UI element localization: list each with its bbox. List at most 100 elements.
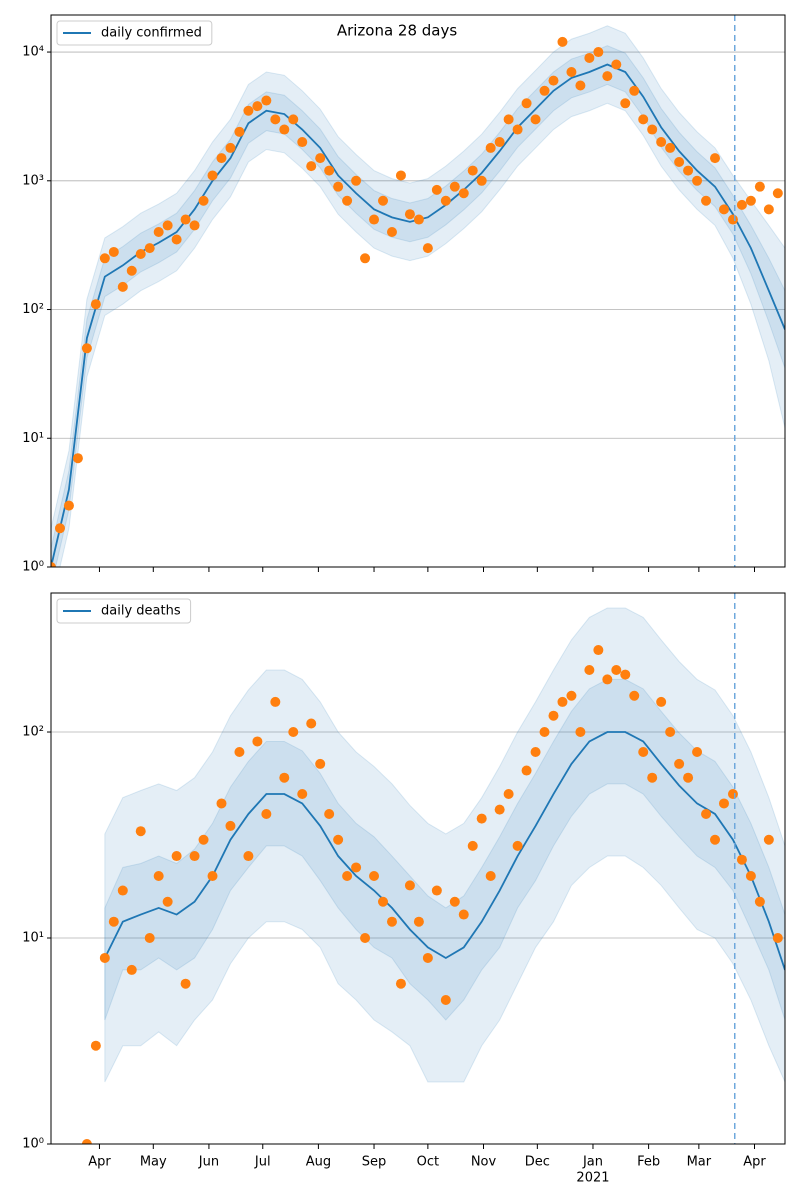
scatter-point (333, 181, 344, 192)
scatter-point (252, 736, 263, 747)
line (104, 731, 785, 971)
scatter-point (467, 840, 478, 851)
scatter-point (593, 645, 604, 656)
scatter-point (117, 281, 128, 292)
scatter-point (162, 220, 173, 231)
scatter-point (638, 746, 649, 757)
scatter-point (710, 834, 721, 845)
scatter-point (243, 105, 254, 116)
scatter-point (225, 820, 236, 831)
scatter-point (243, 851, 254, 862)
scatter-point (674, 758, 685, 769)
scatter-point (180, 978, 191, 989)
scatter-point (422, 243, 433, 254)
x-tick-label: Sep (362, 1155, 387, 1170)
scatter-point (395, 978, 406, 989)
y-tick-label: 10⁴ (22, 45, 44, 60)
scatter-point (718, 204, 729, 215)
scatter-point (674, 156, 685, 167)
scatter-point (647, 772, 658, 783)
scatter-point (225, 142, 236, 153)
scatter-point (548, 710, 559, 721)
scatter-point (422, 952, 433, 963)
scatter-point (126, 964, 137, 975)
legend-label: daily confirmed (101, 26, 202, 41)
scatter-point (467, 165, 478, 176)
scatter-point (772, 188, 783, 199)
x-tick-label: Dec (525, 1155, 550, 1170)
scatter-point (727, 214, 738, 225)
scatter-point (270, 696, 281, 707)
chart-title: Arizona 28 days (337, 22, 458, 40)
x-tick-label: Jul (254, 1155, 271, 1170)
scatter-point (440, 195, 451, 206)
scatter-point (395, 170, 406, 181)
x-tick-label: Apr (88, 1155, 111, 1170)
scatter-point (503, 114, 514, 125)
scatter-point (683, 772, 694, 783)
x-tick-label: Feb (637, 1155, 660, 1170)
scatter-point (656, 137, 667, 148)
scatter-point (234, 126, 245, 137)
scatter-point (476, 175, 487, 186)
plot-area (51, 25, 785, 567)
scatter-point (72, 453, 83, 464)
scatter-point (189, 220, 200, 231)
scatter-point (324, 808, 335, 819)
scatter-point (386, 916, 397, 927)
scatter-point (476, 813, 487, 824)
scatter-point (629, 690, 640, 701)
x-tick-label: May (140, 1155, 167, 1170)
scatter-point (485, 142, 496, 153)
scatter-point (279, 772, 290, 783)
scatter-point (458, 909, 469, 920)
scatter-point (360, 253, 371, 264)
scatter-point (718, 798, 729, 809)
scatter-point (665, 142, 676, 153)
scatter-point (736, 199, 747, 210)
scatter-point (99, 253, 110, 264)
scatter-point (386, 227, 397, 238)
scatter-point (360, 933, 371, 944)
scatter-point (351, 862, 362, 873)
scatter-point (180, 214, 191, 225)
scatter-point (270, 114, 281, 125)
scatter-point (404, 880, 415, 891)
scatter-point (683, 165, 694, 176)
scatter-point (584, 52, 595, 63)
scatter-point (117, 885, 128, 896)
scatter-point (216, 798, 227, 809)
y-tick-label: 10¹ (22, 431, 44, 446)
scatter-point (378, 896, 389, 907)
scatter-point (126, 265, 137, 276)
scatter-point (575, 80, 586, 91)
scatter-point (638, 114, 649, 125)
scatter-point (324, 165, 335, 176)
plot-area (81, 607, 785, 1144)
scatter-point (342, 870, 353, 881)
legend-box (56, 20, 213, 46)
scatter-point (54, 523, 65, 534)
scatter-point (763, 834, 774, 845)
scatter-point (710, 153, 721, 164)
scatter-point (108, 246, 119, 257)
scatter-point (288, 727, 299, 738)
scatter-point (315, 153, 326, 164)
axes-frame (50, 14, 786, 568)
scatter-point (584, 665, 595, 676)
scatter-point (512, 124, 523, 135)
scatter-point (297, 789, 308, 800)
scatter-point (512, 840, 523, 851)
scatter-point (342, 195, 353, 206)
scatter-point (51, 562, 56, 567)
scatter-point (207, 870, 218, 881)
scatter-point (539, 85, 550, 96)
scatter-point (611, 665, 622, 676)
scatter-point (431, 885, 442, 896)
scatter-point (566, 66, 577, 77)
scatter-point (297, 137, 308, 148)
scatter-point (521, 765, 532, 776)
scatter-point (252, 101, 263, 112)
scatter-point (494, 804, 505, 815)
scatter-point (620, 98, 631, 109)
